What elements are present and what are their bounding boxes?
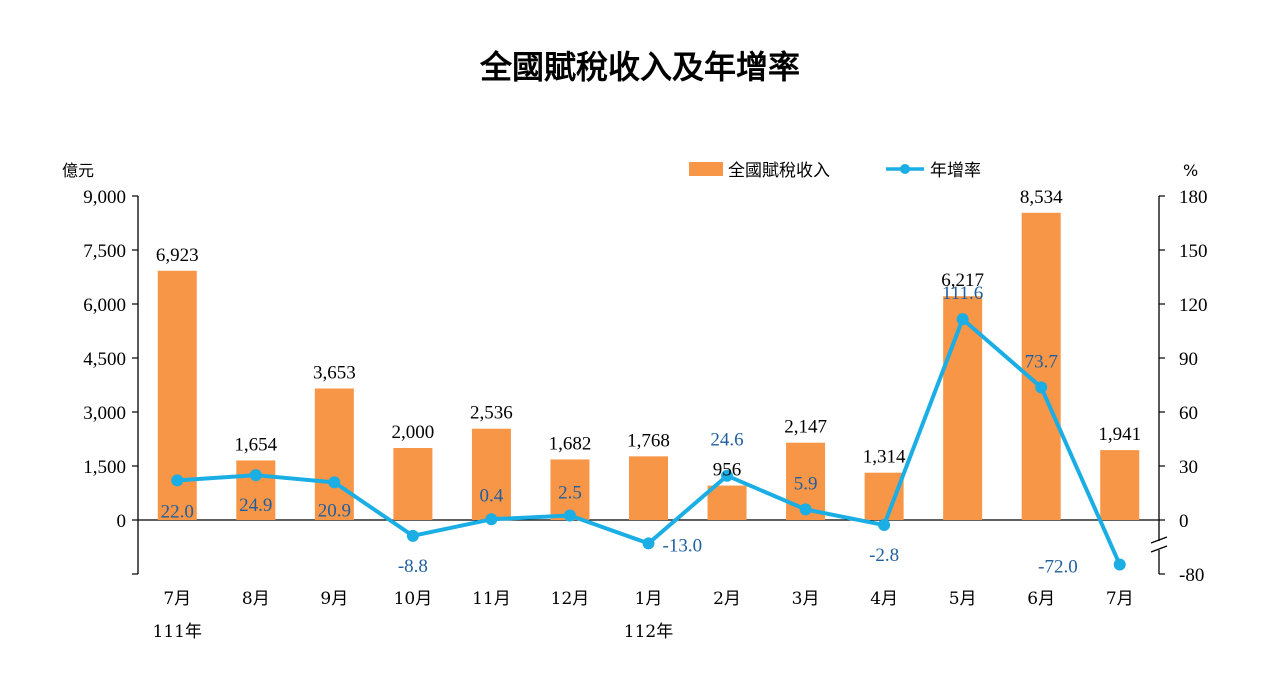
revenue-bar xyxy=(864,472,904,520)
category-label: 9月 xyxy=(320,589,348,609)
category-labels: 7月 8月 9月 10月 11月 12月 1月 2月 3月 4月 5月 6月 7月 111年 112年 xyxy=(153,589,1134,642)
bar-value-label: 1,941 xyxy=(1098,424,1141,445)
growth-rate-label: 24.9 xyxy=(239,495,272,516)
category-label: 11月 xyxy=(472,589,511,609)
growth-rate-point xyxy=(249,469,262,482)
category-label: 3月 xyxy=(792,589,820,609)
growth-line xyxy=(171,313,1126,571)
left-tick-label: 4,500 xyxy=(83,349,126,370)
right-tick-label: 150 xyxy=(1179,241,1208,262)
left-tick-label: 3,000 xyxy=(83,403,126,424)
growth-rate-point xyxy=(956,313,969,326)
bar-value-label: 1,314 xyxy=(863,447,906,468)
category-label: 1月 xyxy=(635,589,663,609)
bar-value-label: 2,000 xyxy=(392,422,435,443)
right-tick-label: 0 xyxy=(1179,511,1189,532)
growth-rate-point xyxy=(171,474,184,487)
growth-rate-label: -13.0 xyxy=(663,535,703,556)
revenue-bar xyxy=(1021,212,1061,520)
right-tick-label: 120 xyxy=(1179,295,1208,316)
left-tick-label: 6,000 xyxy=(83,295,126,316)
axis-break-mark-upper xyxy=(1150,536,1168,544)
growth-rate-point xyxy=(563,509,576,522)
category-label: 6月 xyxy=(1027,589,1055,609)
bar-value-label: 3,653 xyxy=(313,362,356,383)
bar-value-label: 2,147 xyxy=(784,417,827,438)
growth-rate-point xyxy=(799,503,812,516)
axis-break-mark-lower xyxy=(1150,545,1168,553)
growth-rate-label: 24.6 xyxy=(710,430,743,451)
revenue-bar xyxy=(314,388,354,520)
growth-rate-point xyxy=(721,469,734,482)
growth-rate-point xyxy=(878,519,891,532)
legend-bar-label: 全國賦稅收入 xyxy=(728,161,830,181)
left-tick-label: 1,500 xyxy=(83,457,126,478)
category-label: 7月 xyxy=(163,589,191,609)
growth-rate-point xyxy=(485,513,498,526)
growth-rate-point xyxy=(406,529,419,542)
right-axis-unit: % xyxy=(1183,161,1198,180)
revenue-bar xyxy=(1100,450,1140,520)
right-tick-label: -80 xyxy=(1179,565,1204,586)
revenue-bar xyxy=(471,428,511,520)
bar-value-label: 6,923 xyxy=(156,245,199,266)
revenue-bar xyxy=(707,485,747,520)
bars xyxy=(157,212,1140,520)
chart-title: 全國賦稅收入及年增率 xyxy=(479,48,800,86)
data-labels: 6,923 1,654 3,653 2,000 2,536 1,682 1,768 956 2,… xyxy=(156,187,1141,578)
legend-bar-swatch xyxy=(689,162,723,176)
bar-value-label: 1,654 xyxy=(234,434,277,455)
growth-rate-point xyxy=(642,537,655,550)
bar-value-label: 956 xyxy=(713,460,742,481)
growth-rate-label: 20.9 xyxy=(318,500,351,521)
growth-rate-label: -2.8 xyxy=(869,545,899,566)
growth-rate-label: 111.6 xyxy=(942,283,983,304)
bar-value-label: 1,768 xyxy=(627,430,670,451)
category-label: 10月 xyxy=(394,589,433,609)
right-tick-label: 30 xyxy=(1179,457,1198,478)
year-label: 112年 xyxy=(624,622,673,642)
growth-rate-label: 0.4 xyxy=(480,485,504,506)
bar-value-label: 1,682 xyxy=(549,433,592,454)
right-tick-label: 60 xyxy=(1179,403,1198,424)
category-label: 7月 xyxy=(1106,589,1134,609)
growth-rate-label: 5.9 xyxy=(794,473,818,494)
revenue-bar xyxy=(943,296,983,520)
growth-rate-point xyxy=(328,476,341,489)
category-label: 5月 xyxy=(949,589,977,609)
growth-rate-point xyxy=(1113,558,1126,571)
growth-rate-label: 22.0 xyxy=(161,501,194,522)
left-tick-label: 0 xyxy=(117,511,127,532)
right-tick-label: 90 xyxy=(1179,349,1198,370)
left-tick-label: 7,500 xyxy=(83,241,126,262)
category-label: 4月 xyxy=(870,589,898,609)
left-tick-label: 9,000 xyxy=(83,187,126,208)
category-label: 8月 xyxy=(242,589,270,609)
category-label: 12月 xyxy=(551,589,590,609)
growth-rate-label: -8.8 xyxy=(398,556,428,577)
bar-value-label: 2,536 xyxy=(470,403,513,424)
legend-line-marker xyxy=(900,164,910,174)
left-axis-unit: 億元 xyxy=(62,161,94,180)
year-label: 111年 xyxy=(153,622,202,642)
revenue-bar xyxy=(393,448,433,520)
revenue-bar xyxy=(629,456,668,520)
right-tick-label: 180 xyxy=(1179,187,1208,208)
growth-rate-label: 2.5 xyxy=(558,483,582,504)
bar-value-label: 8,534 xyxy=(1020,187,1063,208)
legend-line-label: 年增率 xyxy=(930,161,981,181)
growth-rate-label: -72.0 xyxy=(1038,557,1078,578)
growth-rate-label: 73.7 xyxy=(1025,351,1058,372)
category-label: 2月 xyxy=(713,589,741,609)
growth-rate-point xyxy=(1035,381,1048,394)
axes: 0 1,500 3,000 4,500 6,000 7,500 9,000 0 30 60 90 12… xyxy=(83,187,1207,586)
bar-value-label: 6,217 xyxy=(941,270,984,291)
legend: 全國賦稅收入 年增率 xyxy=(689,161,981,181)
